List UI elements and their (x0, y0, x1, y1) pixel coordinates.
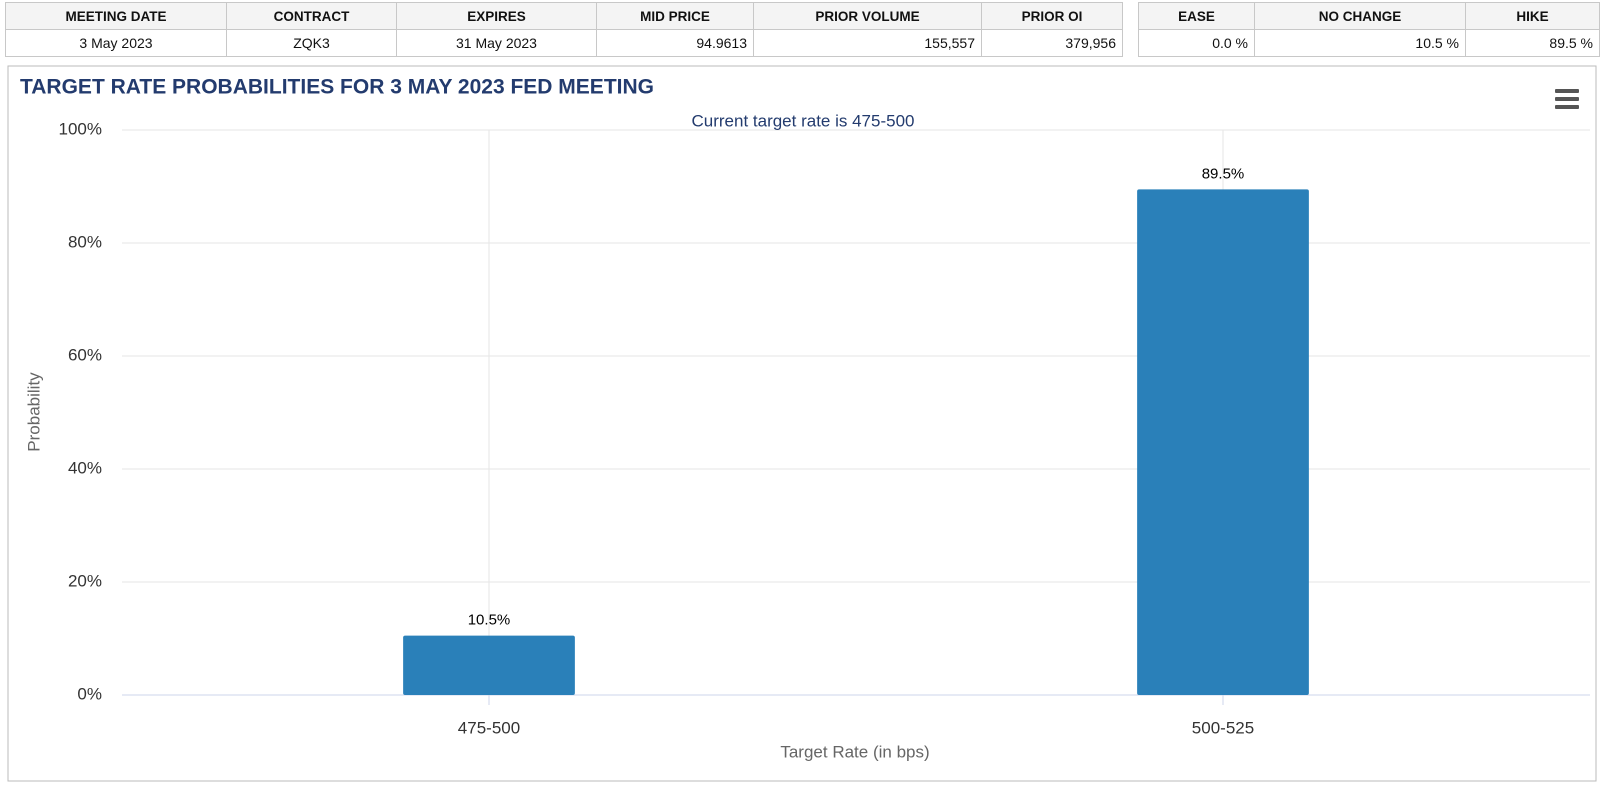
header-row: EASE NO CHANGE HIKE (1138, 2, 1600, 30)
annotation: Current target rate is 475-500 (691, 111, 914, 130)
table-cell: 379,956 (981, 29, 1123, 57)
column-header: EASE (1138, 2, 1255, 30)
y-tick-label: 20% (68, 571, 102, 590)
y-tick-label: 40% (68, 458, 102, 477)
y-tick-label: 60% (68, 345, 102, 364)
probability-table: EASE NO CHANGE HIKE 0.0 % 10.5 % 89.5 % (1138, 2, 1600, 57)
table-cell: 0.0 % (1138, 29, 1255, 57)
table-cell: 3 May 2023 (5, 29, 227, 57)
chart-title: TARGET RATE PROBABILITIES FOR 3 MAY 2023… (20, 76, 654, 99)
menu-bar[interactable] (1555, 105, 1579, 109)
menu-bar[interactable] (1555, 97, 1579, 101)
column-header: PRIOR OI (981, 2, 1123, 30)
contract-table: MEETING DATE CONTRACT EXPIRES MID PRICE PRIO… (5, 2, 1123, 57)
data-label: 10.5% (468, 612, 511, 629)
bar (1137, 189, 1309, 695)
x-tick-label: 475-500 (458, 718, 520, 737)
menu-icon[interactable] (1555, 89, 1579, 109)
column-header: MEETING DATE (5, 2, 227, 30)
data-row: 0.0 % 10.5 % 89.5 % (1138, 29, 1600, 57)
x-tick-label: 500-525 (1192, 718, 1254, 737)
table-cell: 94.9613 (596, 29, 754, 57)
y-axis-title: Probability (24, 372, 43, 452)
data-label: 89.5% (1202, 165, 1245, 182)
menu-bar[interactable] (1555, 89, 1579, 93)
data-row: 3 May 2023 ZQK3 31 May 2023 94.9613 155,557 3… (5, 29, 1123, 57)
bar (403, 635, 575, 695)
y-tick-label: 100% (59, 119, 102, 138)
y-tick-label: 0% (77, 684, 102, 703)
header-row: MEETING DATE CONTRACT EXPIRES MID PRICE PRIO… (5, 2, 1123, 30)
x-axis-title: Target Rate (in bps) (780, 742, 929, 761)
column-header: MID PRICE (596, 2, 754, 30)
table-cell: 89.5 % (1465, 29, 1600, 57)
table-cell: 155,557 (753, 29, 982, 57)
table-cell: ZQK3 (226, 29, 397, 57)
column-header: PRIOR VOLUME (753, 2, 982, 30)
y-tick-label: 80% (68, 232, 102, 251)
table-cell: 31 May 2023 (396, 29, 597, 57)
chart-frame (7, 65, 1597, 782)
